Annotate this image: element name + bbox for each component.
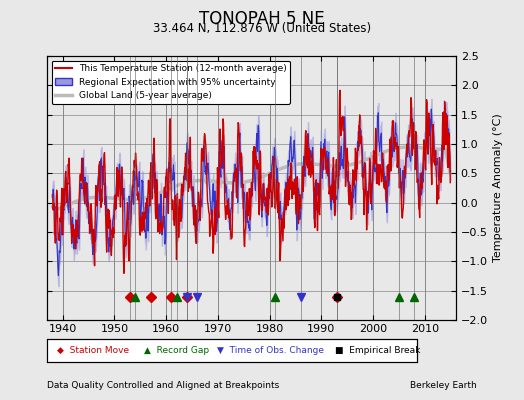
Text: ▼  Time of Obs. Change: ▼ Time of Obs. Change: [217, 346, 324, 355]
Text: Data Quality Controlled and Aligned at Breakpoints: Data Quality Controlled and Aligned at B…: [47, 382, 279, 390]
Text: ■  Empirical Break: ■ Empirical Break: [335, 346, 421, 355]
Text: 33.464 N, 112.876 W (United States): 33.464 N, 112.876 W (United States): [153, 22, 371, 35]
Text: TONOPAH 5 NE: TONOPAH 5 NE: [199, 10, 325, 28]
Text: ▲  Record Gap: ▲ Record Gap: [144, 346, 209, 355]
Text: Berkeley Earth: Berkeley Earth: [410, 382, 477, 390]
Legend: This Temperature Station (12-month average), Regional Expectation with 95% uncer: This Temperature Station (12-month avera…: [52, 60, 290, 104]
Y-axis label: Temperature Anomaly (°C): Temperature Anomaly (°C): [494, 114, 504, 262]
Text: ◆  Station Move: ◆ Station Move: [57, 346, 129, 355]
